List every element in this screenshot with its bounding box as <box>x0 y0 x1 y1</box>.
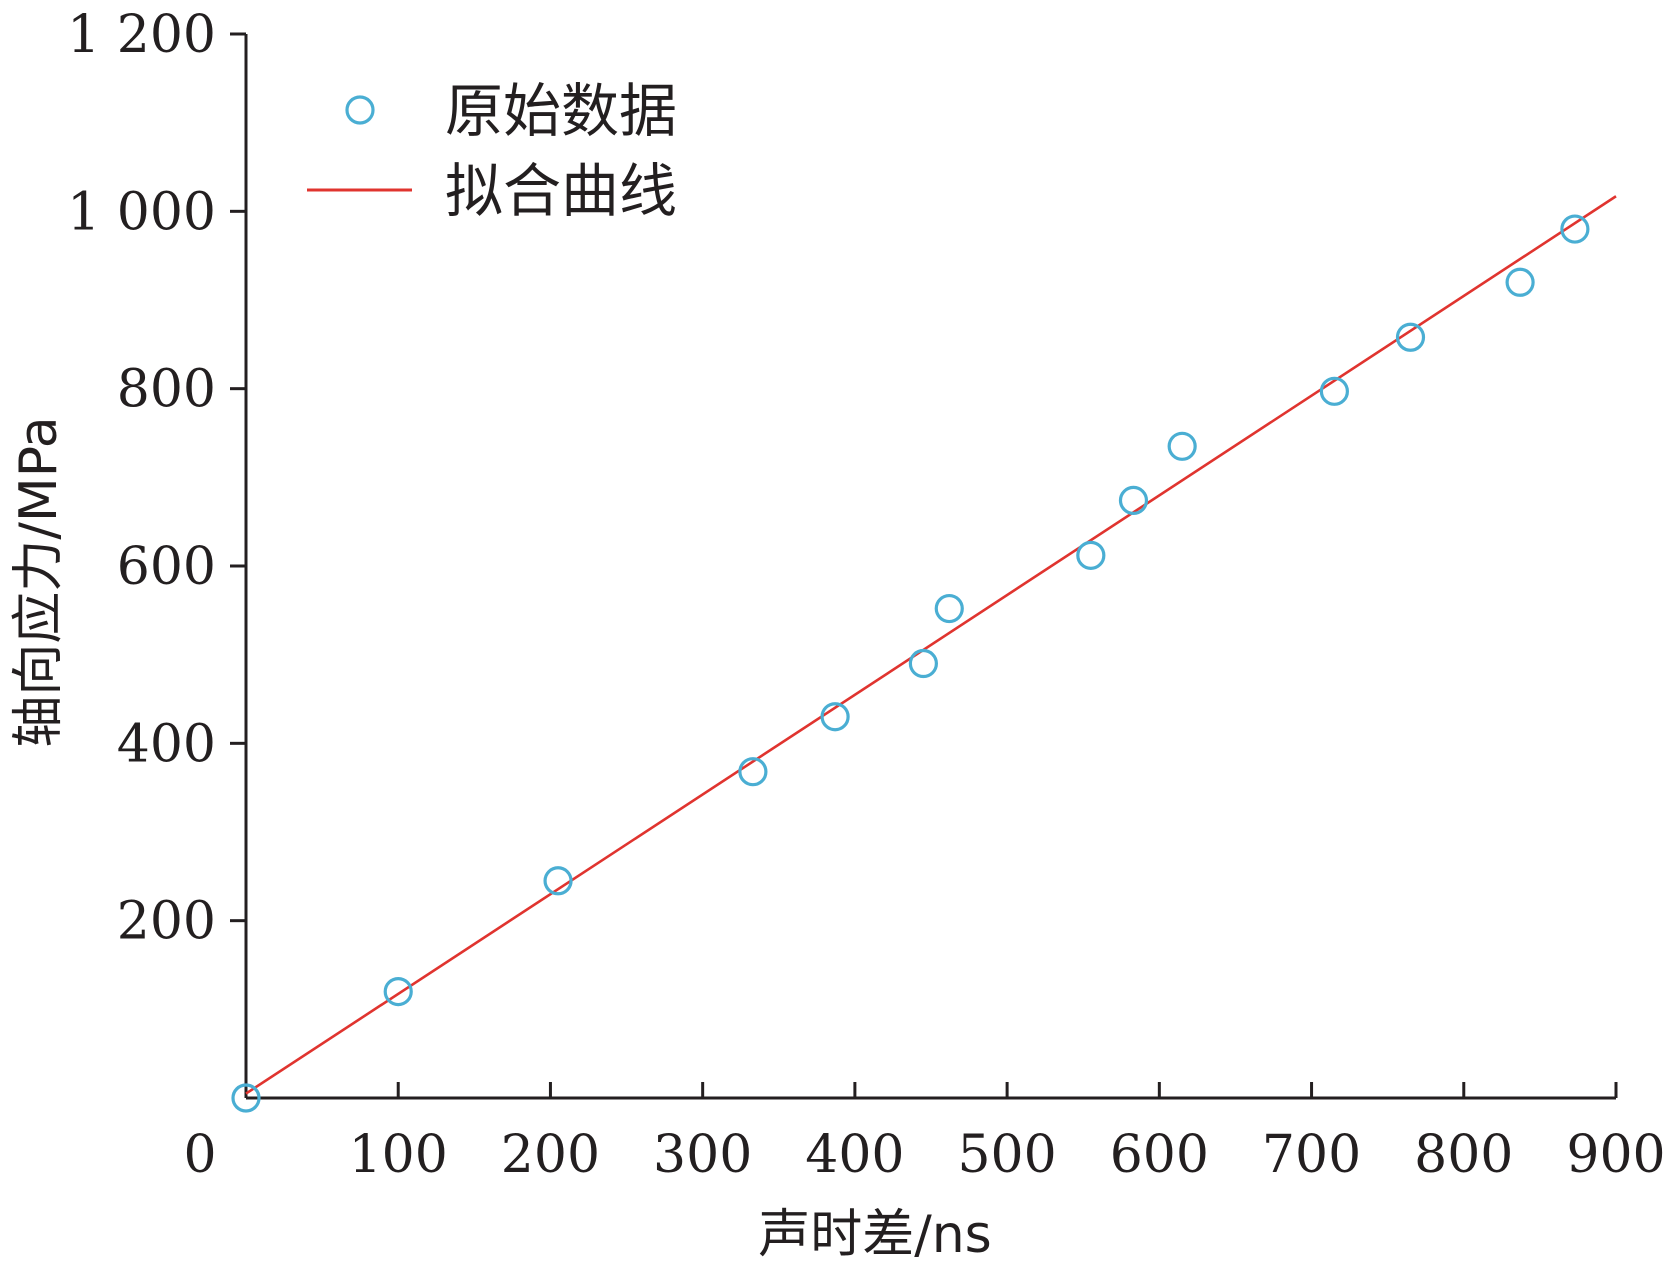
data-point <box>231 1083 261 1113</box>
x-tick-label: 600 <box>1110 1125 1209 1185</box>
y-axis-ticks: 200 400 600 800 1 000 1 200 <box>67 5 246 952</box>
x-axis-ticks: 0 100 200 300 400 500 600 700 800 900 <box>183 1082 1663 1185</box>
data-points-layer <box>231 214 1590 1113</box>
data-point <box>1319 376 1349 406</box>
y-tick-label: 200 <box>117 892 216 952</box>
y-axis-title: 轴向应力/MPa <box>9 416 69 747</box>
y-tick-label: 1 200 <box>67 5 216 65</box>
x-tick-label: 400 <box>805 1125 904 1185</box>
y-tick-label: 400 <box>117 714 216 774</box>
y-tick-label: 600 <box>117 537 216 597</box>
x-tick-label: 100 <box>349 1125 448 1185</box>
data-point <box>543 866 573 896</box>
x-tick-label: 900 <box>1566 1125 1663 1185</box>
x-tick-label: 500 <box>957 1125 1056 1185</box>
data-point <box>1505 267 1535 297</box>
legend-marker-raw-data <box>345 95 375 125</box>
data-point <box>1395 322 1426 352</box>
legend-label-fit-line: 拟合曲线 <box>445 157 677 225</box>
x-axis-title: 声时差/ns <box>758 1205 992 1265</box>
x-tick-label: 300 <box>653 1125 752 1185</box>
x-tick-label: 700 <box>1262 1125 1361 1185</box>
fit-line-layer <box>245 195 1617 1095</box>
data-point <box>738 757 768 787</box>
data-point <box>1118 485 1149 515</box>
data-point <box>1167 431 1197 461</box>
data-point <box>383 976 413 1007</box>
legend-label-raw-data: 原始数据 <box>445 77 677 145</box>
legend: 原始数据 拟合曲线 <box>307 77 677 225</box>
data-point <box>820 702 850 732</box>
fit-line <box>245 195 1617 1095</box>
data-point <box>1560 214 1590 244</box>
x-tick-label: 0 <box>183 1125 216 1185</box>
y-tick-label: 800 <box>117 360 216 420</box>
x-tick-label: 800 <box>1414 1125 1513 1185</box>
y-tick-label: 1 000 <box>67 182 216 242</box>
data-point <box>1076 540 1106 570</box>
x-tick-label: 200 <box>501 1125 600 1185</box>
data-point <box>934 593 964 624</box>
data-point <box>908 648 938 679</box>
